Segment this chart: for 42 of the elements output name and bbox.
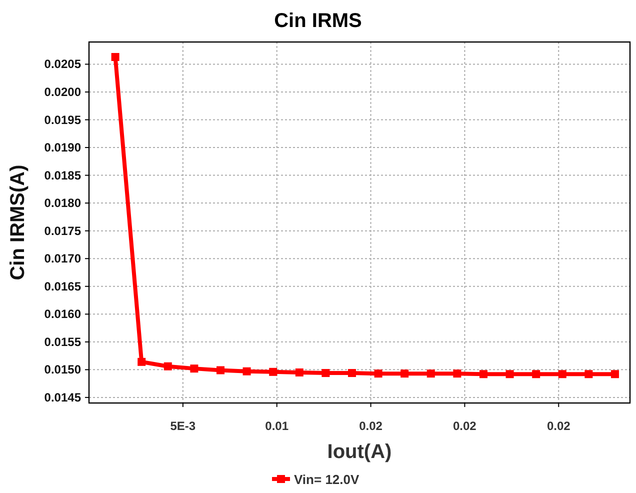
y-tick-label: 0.0160 — [44, 307, 82, 322]
point — [453, 370, 462, 378]
point — [506, 370, 514, 378]
y-axis-title: Cin IRMS(A) — [7, 164, 29, 280]
x-tick-label: 5E-3 — [170, 419, 196, 433]
y-tick-label: 0.0175 — [44, 224, 82, 238]
point — [479, 370, 488, 378]
x-axis-title: Iout(A) — [327, 441, 392, 463]
point — [322, 369, 330, 378]
x-tick-label: 0.01 — [265, 419, 289, 433]
legend-label: Vin= 12.0V — [294, 472, 360, 487]
y-tick-label: 0.0145 — [44, 390, 82, 404]
point — [164, 362, 172, 370]
point — [374, 370, 382, 378]
point — [558, 370, 566, 378]
y-tick-label: 0.0185 — [44, 168, 82, 182]
y-tick-label: 0.0150 — [44, 362, 82, 377]
x-tick-label: 0.02 — [453, 419, 477, 433]
y-tick-label: 0.0200 — [44, 84, 82, 99]
point — [610, 370, 619, 378]
point — [269, 368, 278, 376]
chart-title: Cin IRMS — [274, 10, 362, 32]
y-tick-label: 0.0165 — [44, 279, 82, 294]
point — [242, 367, 251, 376]
y-tick-label: 0.0155 — [44, 334, 82, 349]
y-tick-label: 0.0195 — [44, 112, 82, 127]
point — [400, 370, 409, 378]
point — [216, 366, 224, 374]
point — [190, 364, 198, 373]
y-tick-label: 0.0205 — [44, 57, 82, 72]
point — [532, 370, 540, 378]
point — [426, 370, 435, 378]
y-tick-label: 0.0170 — [44, 252, 82, 266]
point — [138, 358, 146, 366]
x-tick-label: 0.02 — [359, 419, 383, 433]
point — [295, 368, 304, 376]
y-tick-label: 0.0180 — [44, 196, 82, 210]
point — [348, 369, 356, 378]
y-tick-label: 0.0190 — [44, 140, 82, 155]
point — [111, 52, 120, 61]
point — [584, 370, 593, 378]
x-tick-label: 0.02 — [546, 419, 571, 433]
